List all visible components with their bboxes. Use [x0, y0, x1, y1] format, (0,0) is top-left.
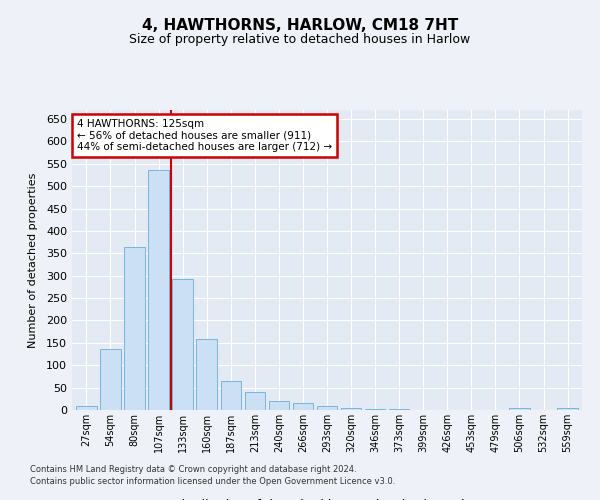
Text: Contains HM Land Registry data © Crown copyright and database right 2024.: Contains HM Land Registry data © Crown c…: [30, 466, 356, 474]
Bar: [76, 406, 97, 410]
Bar: [124, 248, 145, 410]
Bar: [245, 392, 265, 410]
Bar: [100, 349, 121, 410]
Text: 4 HAWTHORNS: 125sqm
← 56% of detached houses are smaller (911)
44% of semi-detac: 4 HAWTHORNS: 125sqm ← 56% of detached ho…: [77, 119, 332, 152]
Bar: [557, 408, 578, 410]
Bar: [269, 401, 289, 410]
Y-axis label: Number of detached properties: Number of detached properties: [28, 172, 38, 348]
Bar: [365, 409, 385, 410]
Bar: [196, 340, 217, 410]
Text: 4, HAWTHORNS, HARLOW, CM18 7HT: 4, HAWTHORNS, HARLOW, CM18 7HT: [142, 18, 458, 32]
Bar: [389, 409, 409, 410]
Bar: [148, 170, 169, 410]
Text: Size of property relative to detached houses in Harlow: Size of property relative to detached ho…: [130, 32, 470, 46]
Bar: [341, 408, 361, 410]
Text: Contains public sector information licensed under the Open Government Licence v3: Contains public sector information licen…: [30, 477, 395, 486]
Bar: [293, 404, 313, 410]
Bar: [221, 381, 241, 410]
Bar: [317, 406, 337, 410]
Bar: [172, 279, 193, 410]
Bar: [509, 408, 530, 410]
